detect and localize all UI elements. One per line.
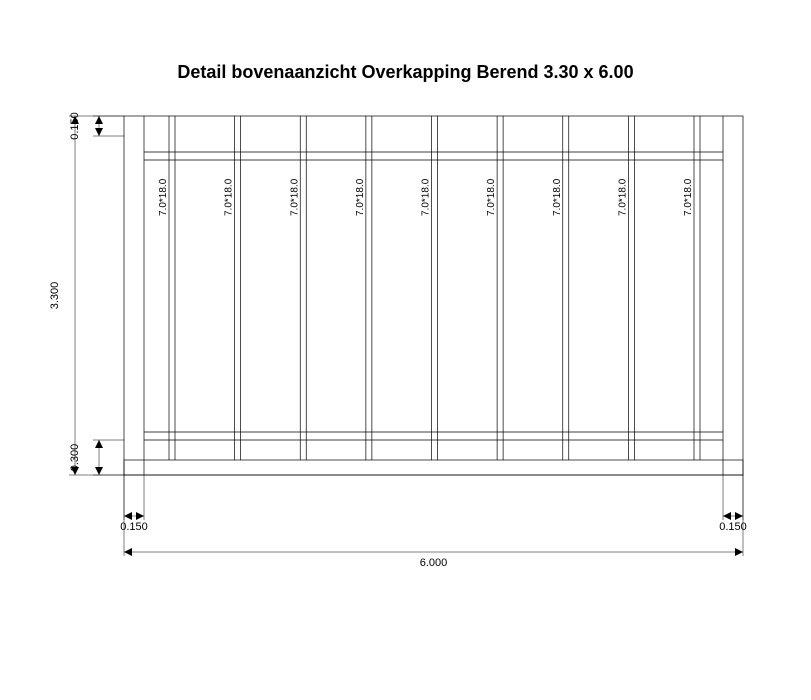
svg-text:7.0*18.0: 7.0*18.0 xyxy=(486,178,497,216)
svg-text:7.0*18.0: 7.0*18.0 xyxy=(421,178,432,216)
svg-text:0.150: 0.150 xyxy=(120,521,148,533)
svg-text:0.150: 0.150 xyxy=(719,521,747,533)
svg-text:7.0*18.0: 7.0*18.0 xyxy=(158,178,169,216)
svg-text:6.000: 6.000 xyxy=(420,557,448,569)
svg-text:7.0*18.0: 7.0*18.0 xyxy=(289,178,300,216)
svg-text:7.0*18.0: 7.0*18.0 xyxy=(683,178,694,216)
svg-text:7.0*18.0: 7.0*18.0 xyxy=(224,178,235,216)
svg-text:7.0*18.0: 7.0*18.0 xyxy=(552,178,563,216)
svg-text:0.300: 0.300 xyxy=(69,444,81,472)
technical-drawing: 7.0*18.0 7.0*18.0 7.0*18.0 7.0*18.0 7.0*18.0… xyxy=(0,0,811,700)
svg-text:7.0*18.0: 7.0*18.0 xyxy=(355,178,366,216)
svg-text:3.300: 3.300 xyxy=(49,282,61,310)
svg-text:7.0*18.0: 7.0*18.0 xyxy=(617,178,628,216)
